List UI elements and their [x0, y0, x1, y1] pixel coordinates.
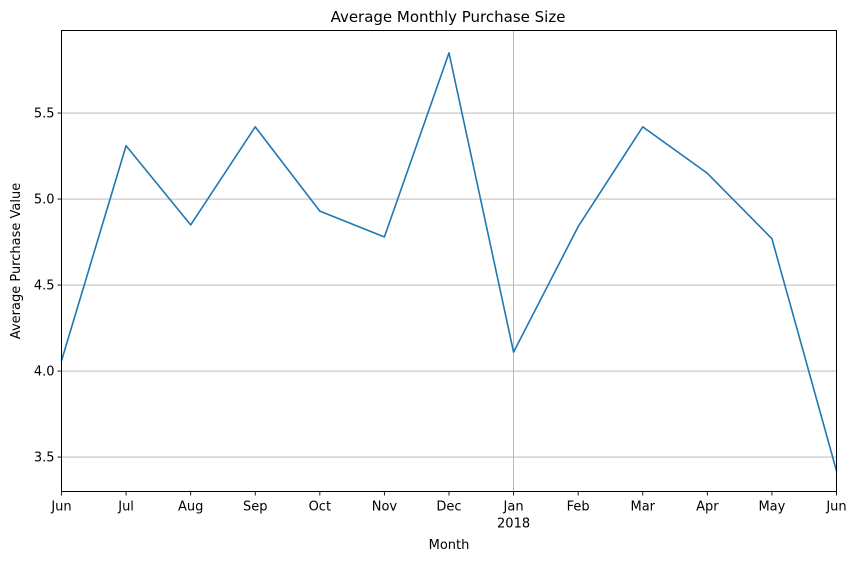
- y-axis-ticks: 3.5 4.0 4.5 5.0 5.5: [34, 107, 62, 466]
- x-tick-label: Apr: [696, 500, 719, 515]
- y-tick-label: 4.0: [34, 365, 55, 380]
- x-tick-label: Jun: [50, 500, 71, 515]
- x-axis-ticks: Jun Jul Aug Sep Oct Nov Dec Jan 2018 Feb Mar Apr May…: [50, 491, 847, 532]
- y-tick-label: 5.0: [34, 193, 55, 208]
- x-tick-label: Aug: [178, 500, 203, 515]
- y-tick-label: 4.5: [34, 279, 55, 294]
- y-tick-label: 3.5: [34, 451, 55, 466]
- chart-title: Average Monthly Purchase Size: [331, 8, 566, 26]
- series-layer: [60, 52, 838, 472]
- x-tick-label: Feb: [567, 500, 590, 515]
- x-tick-label: Jun: [825, 500, 846, 515]
- x-tick-label: Mar: [630, 500, 655, 515]
- x-tick-label: Oct: [309, 500, 331, 515]
- x-tick-label: Jan: [503, 500, 524, 515]
- plot-frame: [61, 30, 837, 492]
- x-axis-label: Month: [429, 538, 470, 553]
- x-tick-label: Nov: [372, 500, 398, 515]
- x-tick-label: Sep: [243, 500, 268, 515]
- y-tick-label: 5.5: [34, 107, 55, 122]
- x-tick-label: Jul: [117, 500, 134, 515]
- series-line: [60, 52, 838, 472]
- x-tick-label: Dec: [436, 500, 461, 515]
- y-axis-label: Average Purchase Value: [9, 183, 24, 339]
- x-tick-label: May: [758, 500, 785, 515]
- grid-lines: [61, 30, 837, 492]
- x-year-label: 2018: [497, 517, 530, 532]
